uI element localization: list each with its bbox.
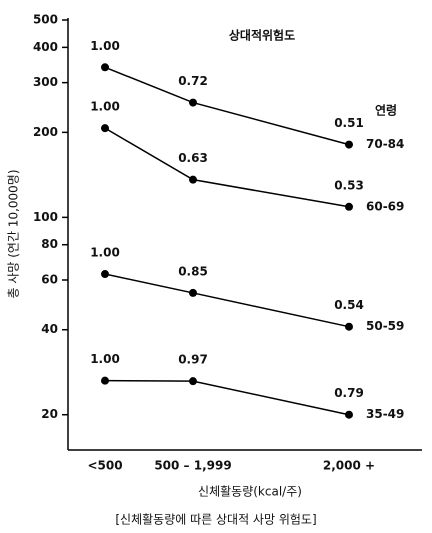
point: [101, 376, 109, 385]
annotation: 상대적위험도: [229, 28, 295, 43]
risk-label: 0.53: [334, 178, 364, 192]
point: [189, 175, 197, 184]
point: [101, 63, 109, 72]
risk-label: 0.79: [334, 386, 364, 400]
y-tick-label: 200: [33, 125, 58, 139]
y-tick-label: 500: [33, 13, 58, 27]
caption: [신체활동량에 따른 상대적 사망 위험도]: [115, 513, 316, 527]
risk-label: 0.97: [178, 353, 208, 367]
risk-label: 1.00: [90, 246, 120, 260]
line: [104, 273, 350, 328]
line: [104, 66, 350, 146]
legend-title: 연령: [375, 103, 397, 118]
x-tick-label: 2,000 +: [323, 459, 375, 473]
y-tick-label: 80: [41, 237, 58, 251]
risk-label: 0.54: [334, 298, 364, 312]
x-tick-label: <500: [87, 459, 122, 473]
risk-label: 0.51: [334, 116, 364, 130]
series-label: 60-69: [366, 199, 404, 213]
risk-label: 0.85: [178, 264, 208, 278]
risk-label: 1.00: [90, 39, 120, 53]
series-label: 35-49: [366, 407, 404, 421]
line: [104, 379, 350, 416]
y-tick-label: 20: [41, 407, 58, 421]
point: [345, 202, 353, 211]
y-tick-label: 400: [33, 40, 58, 54]
point: [189, 98, 197, 107]
series-label: 70-84: [366, 137, 404, 151]
risk-label: 1.00: [90, 100, 120, 114]
risk-label: 0.72: [178, 74, 208, 88]
y-tick-label: 60: [41, 273, 58, 287]
point: [189, 288, 197, 297]
point: [101, 270, 109, 279]
x-axis-label: 신체활동량(kcal/주): [198, 485, 302, 499]
point: [345, 140, 353, 149]
risk-label: 1.00: [90, 352, 120, 366]
risk-label: 0.63: [178, 151, 208, 165]
point: [189, 377, 197, 386]
point: [101, 124, 109, 133]
y-axis-label: 총 사망 (연간 10,000명): [7, 169, 21, 298]
y-tick-label: 100: [33, 210, 58, 224]
point: [345, 322, 353, 331]
x-tick-label: 500 – 1,999: [154, 459, 231, 473]
series-label: 50-59: [366, 319, 404, 333]
y-tick-label: 300: [33, 75, 58, 89]
line: [104, 127, 350, 208]
y-tick-label: 40: [41, 322, 58, 336]
point: [345, 410, 353, 419]
